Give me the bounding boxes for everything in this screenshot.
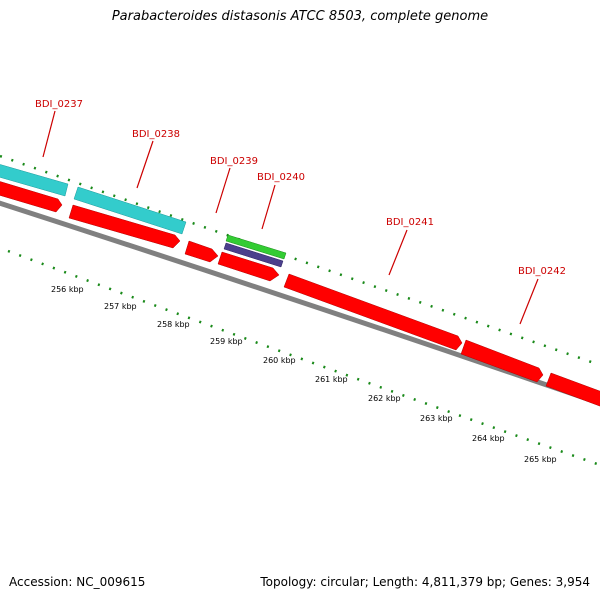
kbp-scale: 256 kbp 257 kbp 258 kbp 259 kbp 260 kbp … [51,285,557,464]
gene-label-bdi-0237: BDI_0237 [35,99,83,110]
gene-pointer [388,229,408,276]
gene-pointer [519,278,539,325]
kbp-label: 256 kbp [51,285,84,294]
feature-green-bar [225,234,287,260]
cds-arrow [68,204,181,249]
gene-labels: BDI_0237 BDI_0238 BDI_0239 BDI_0240 BDI_… [35,99,566,325]
inner-tick-ring [7,249,600,467]
cds-arrow [0,181,63,213]
kbp-label: 262 kbp [368,394,401,403]
gene-label-bdi-0241: BDI_0241 [386,217,434,228]
cds-track [0,181,600,407]
outer-tick-ring [0,154,600,367]
cds-arrow [460,339,544,383]
gene-label-bdi-0242: BDI_0242 [518,266,566,277]
gene-label-bdi-0238: BDI_0238 [132,129,180,140]
kbp-label: 260 kbp [263,356,296,365]
kbp-label: 259 kbp [210,337,243,346]
cds-arrow [184,240,219,263]
kbp-label: 261 kbp [315,375,348,384]
blast-hit [73,186,187,235]
accession-label: Accession: NC_009615 [9,575,146,589]
blast-hit [0,164,69,197]
gene-pointer [261,184,276,230]
feature-purple-bar [223,242,284,268]
gene-label-bdi-0239: BDI_0239 [210,156,258,167]
kbp-label: 265 kbp [524,455,557,464]
cds-arrow [545,372,600,407]
kbp-label: 264 kbp [472,434,505,443]
cds-arrow [283,273,463,351]
kbp-label: 258 kbp [157,320,190,329]
blast-hits [0,164,187,235]
gene-label-bdi-0240: BDI_0240 [257,172,305,183]
genome-info-label: Topology: circular; Length: 4,811,379 bp… [260,575,590,589]
gene-pointer [215,167,231,214]
gene-pointer [42,110,56,158]
kbp-label: 257 kbp [104,302,137,311]
kbp-label: 263 kbp [420,414,453,423]
genome-backbone [0,200,600,406]
gene-pointer [136,140,154,189]
cds-arrow [217,251,280,282]
map-title: Parabacteroides distasonis ATCC 8503, co… [111,9,489,24]
